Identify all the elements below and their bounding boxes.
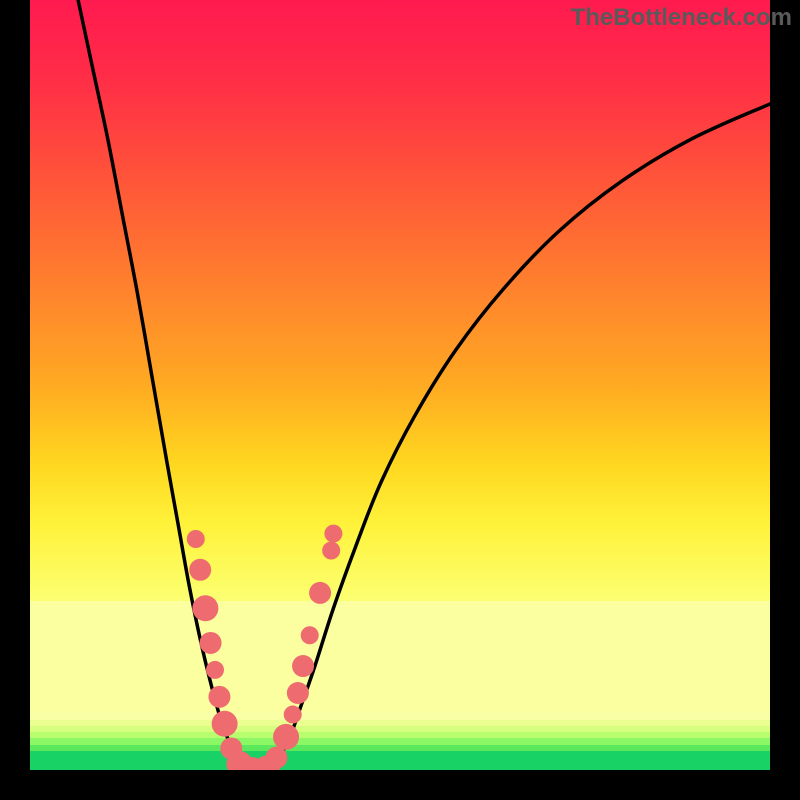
data-marker [208,686,230,708]
data-marker [287,682,309,704]
data-marker [292,655,314,677]
data-marker [212,711,238,737]
watermark-text: TheBottleneck.com [571,4,792,32]
data-marker [206,661,224,679]
data-marker [273,724,299,750]
data-marker [324,525,342,543]
data-marker [192,595,218,621]
chart-frame: TheBottleneck.com [0,0,800,800]
data-marker [187,530,205,548]
data-marker [301,626,319,644]
data-marker [284,706,302,724]
curve-layer [30,0,770,770]
plot-area [30,0,770,770]
data-marker [200,632,222,654]
bottleneck-curve-left [78,0,259,770]
data-marker [189,559,211,581]
bottleneck-curve-right [259,104,770,770]
data-marker [309,582,331,604]
data-marker [322,542,340,560]
data-marker [265,747,287,769]
